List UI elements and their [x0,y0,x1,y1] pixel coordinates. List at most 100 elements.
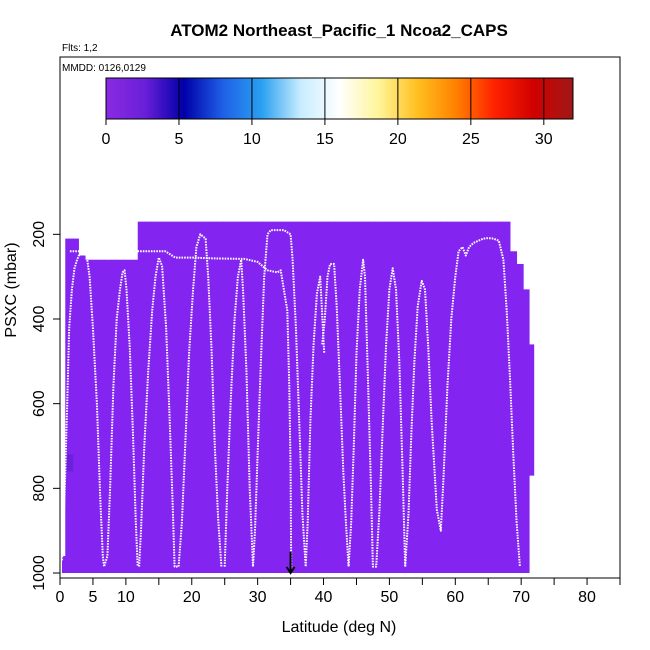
heatmap-column [61,556,66,573]
colorbar-tick-label: 10 [243,131,261,148]
y-tick-label: 600 [31,390,48,417]
heatmap-column [190,221,198,573]
flight-track [61,249,139,568]
heatmap-layer [61,221,535,574]
x-tick-label: 5 [88,589,97,606]
heatmap-column [183,221,191,573]
colorbar-tick-label: 15 [316,131,334,148]
x-tick-label: 0 [56,589,65,606]
heatmap-column [289,221,297,573]
heatmap-column [328,221,336,573]
heatmap-column [177,221,185,573]
heatmap-column [447,221,455,573]
heatmap-column [223,221,231,573]
heatmap-column [302,221,310,573]
flight-track [321,258,407,568]
heatmap-column [503,221,511,573]
heatmap-column [434,221,442,573]
colorbar-gradient [106,78,573,119]
heatmap-column [197,221,205,573]
heatmap-column [335,221,343,573]
y-tick-label: 200 [31,221,48,248]
x-tick-label: 10 [117,589,135,606]
flight-track [69,250,293,569]
flight-track-layer [61,229,521,569]
x-tick-label: 50 [381,589,399,606]
heatmap-column [516,263,524,573]
heatmap-column [401,221,409,573]
heatmap-column [348,221,356,573]
heatmap-column [414,221,422,573]
heatmap-column [394,221,402,573]
heatmap-cell [66,454,74,472]
colorbar-tick-label: 30 [535,131,553,148]
heatmap-column [493,221,501,573]
y-tick-label: 400 [31,306,48,333]
heatmap-column [98,259,106,573]
heatmap-column [117,259,126,573]
flights-label: Flts: 1,2 [62,43,98,54]
heatmap-column [111,259,119,573]
heatmap-column [91,259,99,573]
heatmap-column [381,221,389,573]
heatmap-column [315,221,323,573]
heatmap-column [243,221,251,573]
heatmap-column [157,221,165,573]
x-tick-label: 40 [315,589,333,606]
x-tick-label: 80 [578,589,596,606]
chart-title: ATOM2 Northeast_Pacific_1 Ncoa2_CAPS [170,21,508,40]
heatmap-column [236,221,244,573]
heatmap-column [368,221,376,573]
heatmap-column [486,221,495,573]
colorbar-tick-label: 25 [462,131,480,148]
heatmap-column [124,259,132,573]
heatmap-column [150,221,159,573]
heatmap-column [249,221,257,573]
heatmap-column [440,221,448,573]
heatmap-column [104,259,112,573]
heatmap-column [309,221,317,573]
heatmap-column [203,221,211,573]
heatmap-column [282,221,290,573]
heatmap-column [164,221,172,573]
annotation-layer [285,551,296,575]
x-axis: 0 5 10 20 30 40 50 60 70 80 [56,577,621,606]
heatmap-column [407,221,415,573]
x-tick-label: 30 [249,589,267,606]
heatmap-column [71,238,79,574]
heatmap-column [460,221,468,573]
colorbar-tick-label: 5 [175,131,184,148]
heatmap-column [276,221,284,573]
colorbar-tick-label: 20 [389,131,407,148]
y-tick-label: 1000 [31,555,48,591]
colorbar-frame [105,77,574,120]
heatmap-column [216,221,224,573]
heatmap-column [453,221,462,573]
y-tick-label: 800 [31,475,48,502]
heatmap-column [269,221,277,573]
heatmap-column [388,221,396,573]
y-axis-label: PSXC (mbar) [3,242,20,337]
heatmap-column [144,221,152,573]
heatmap-column [523,289,530,573]
heatmap-column [229,221,238,573]
heatmap-column [78,255,86,573]
heatmap-column [131,259,139,573]
heatmap-column [65,238,73,574]
heatmap-column [509,251,518,573]
flight-track [138,233,223,568]
x-tick-label: 20 [183,589,201,606]
colorbar: 0 5 10 15 20 25 30 [102,77,574,148]
heatmap-column [322,221,330,573]
heatmap-column [361,221,369,573]
heatmap-column [262,221,271,573]
y-axis: 200 400 600 800 1000 [31,221,61,591]
heatmap-column [421,221,429,573]
x-tick-label: 60 [446,589,464,606]
heatmap-column [473,221,481,573]
heatmap-column [480,221,488,573]
x-tick-label: 70 [512,589,530,606]
heatmap-column [210,221,218,573]
heatmap-column [500,221,504,573]
